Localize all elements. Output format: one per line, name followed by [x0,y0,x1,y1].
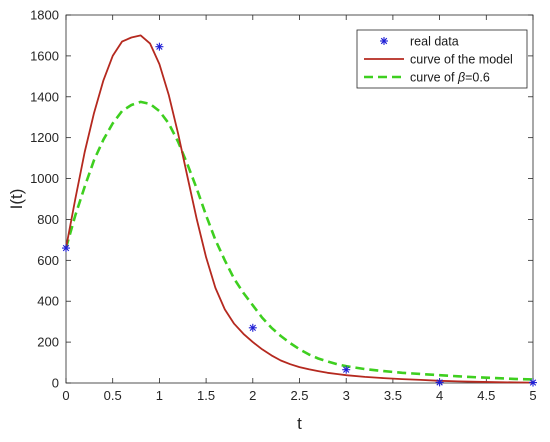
data-point-real [155,42,164,51]
x-axis-title: t [297,414,302,433]
y-tick-label: 800 [37,212,59,227]
data-point-real [342,365,351,374]
x-tick-label: 1 [156,388,163,403]
y-tick-label: 600 [37,253,59,268]
x-tick-label: 0 [62,388,69,403]
data-point-real [529,378,537,387]
y-tick-label: 400 [37,294,59,309]
y-tick-label: 1400 [30,89,59,104]
series-line-beta [64,100,534,381]
y-tick-label: 1800 [30,8,59,23]
series-line-model [65,34,534,384]
data-point-real [62,244,70,253]
data-point-real [248,323,257,332]
legend-label: real data [410,35,459,49]
legend-label: curve of β=0.6 [410,71,490,85]
legend-items: real data curve of the model curve of β=0.… [364,35,513,85]
x-tick-label: 3.5 [384,388,402,403]
y-tick-label: 200 [37,335,59,350]
y-tick-label: 0 [52,376,59,391]
legend-marker-real [380,37,388,45]
x-tick-label: 0.5 [104,388,122,403]
data-point-real [435,378,444,387]
y-axis-title: I(t) [7,189,26,210]
x-tick-label: 2.5 [290,388,308,403]
x-tick-label: 4.5 [477,388,495,403]
x-tick-label: 2 [249,388,256,403]
y-tick-label: 1200 [30,130,59,145]
series-layer [62,34,537,387]
y-tick-label: 1600 [30,48,59,63]
legend: real data curve of the model curve of β=0.… [356,29,528,89]
x-tick-label: 5 [529,388,536,403]
axis-ticks: 0 0.5 1 1.5 2 2.5 3 3.5 4 4.5 5 0 200 400 600 800 1000 12… [30,8,537,404]
x-tick-label: 3 [343,388,350,403]
x-tick-label: 4 [436,388,443,403]
y-tick-label: 1000 [30,171,59,186]
legend-label: curve of the model [410,53,513,67]
x-tick-label: 1.5 [197,388,215,403]
